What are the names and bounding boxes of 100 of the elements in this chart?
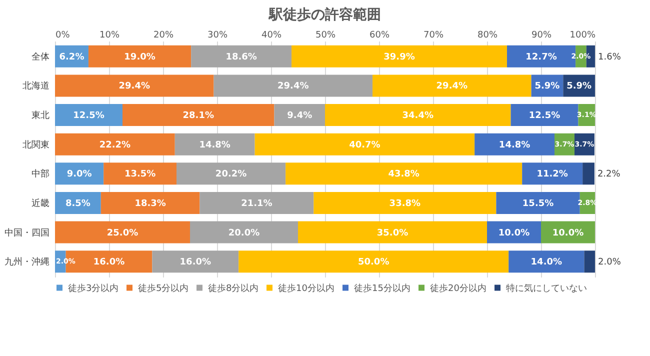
bar — [191, 45, 292, 68]
bar — [254, 133, 475, 156]
bar — [508, 250, 584, 273]
y-tick-label: 近畿 — [32, 198, 50, 209]
data-label: 16.0% — [180, 258, 212, 268]
bar — [88, 45, 192, 68]
legend-label: 徒歩20分以内 — [430, 282, 486, 294]
data-label: 12.7% — [526, 52, 557, 62]
data-label: 10.0% — [552, 228, 584, 238]
data-label: 20.2% — [215, 170, 247, 180]
bar — [55, 133, 175, 156]
data-label: 12.5% — [528, 111, 560, 122]
bar — [522, 162, 583, 185]
x-tick-label: 90% — [531, 30, 552, 40]
legend-label: 徒歩8分以内 — [208, 282, 259, 294]
y-tick-label: 全体 — [32, 51, 50, 62]
x-tick-label: 20% — [153, 30, 174, 40]
data-label: 10.0% — [498, 228, 530, 238]
data-label: 14.0% — [530, 258, 562, 268]
bar — [238, 250, 509, 273]
y-tick-label: 中国・四国 — [4, 227, 50, 238]
data-label: 18.3% — [134, 198, 166, 209]
data-label: 2.0% — [598, 258, 622, 268]
y-tick-label: 東北 — [32, 110, 50, 122]
bar — [174, 133, 255, 156]
bar — [474, 133, 554, 156]
legend-label: 徒歩10分以内 — [278, 282, 334, 294]
data-label: 14.8% — [498, 140, 530, 150]
data-label: 40.7% — [349, 140, 380, 150]
data-label: 1.6% — [598, 52, 622, 62]
bar — [274, 104, 325, 126]
bar — [292, 45, 507, 68]
bar — [152, 250, 239, 273]
data-label: 21.1% — [241, 198, 272, 209]
x-tick-label: 10% — [99, 30, 120, 40]
data-label: 50.0% — [358, 258, 390, 268]
bar — [100, 192, 200, 214]
data-label: 19.0% — [124, 52, 156, 62]
bar — [214, 74, 373, 97]
data-label: 8.5% — [65, 198, 90, 209]
bar — [314, 192, 496, 214]
bar — [122, 104, 274, 126]
bar — [190, 221, 298, 244]
bar — [55, 74, 214, 97]
legend-label: 徒歩15分以内 — [354, 282, 410, 294]
data-label: 29.4% — [278, 82, 309, 92]
data-label: 9.4% — [287, 111, 312, 122]
data-label: 39.9% — [384, 52, 415, 62]
bar — [584, 250, 595, 273]
bar — [510, 104, 578, 126]
data-label: 12.5% — [73, 111, 104, 122]
y-tick-label: 九州・沖縄 — [4, 256, 50, 268]
bar — [372, 74, 532, 97]
data-label: 25.0% — [106, 228, 138, 238]
data-label: 14.8% — [199, 140, 230, 150]
data-label: 35.0% — [376, 228, 408, 238]
bar — [55, 162, 104, 185]
bar — [176, 162, 286, 185]
legend-label: 徒歩3分以内 — [68, 282, 119, 294]
data-label: 43.8% — [388, 170, 420, 180]
data-label: 29.4% — [118, 82, 150, 92]
legend-label: 徒歩5分以内 — [138, 282, 189, 294]
bar — [104, 162, 176, 185]
legend-label: 特に気にしていない — [506, 282, 587, 294]
y-tick-label: 北関東 — [22, 139, 50, 150]
x-tick-label: 60% — [369, 30, 390, 40]
data-label: 34.4% — [402, 111, 434, 122]
data-label: 2.2% — [597, 170, 621, 180]
y-tick-label: 北海道 — [22, 80, 50, 92]
x-tick-label: 70% — [423, 30, 444, 40]
bar — [55, 221, 190, 244]
bar — [55, 192, 101, 214]
data-label: 22.2% — [99, 140, 131, 150]
x-tick-label: 40% — [261, 30, 282, 40]
data-label: 20.0% — [228, 228, 260, 238]
data-label: 15.5% — [522, 198, 554, 209]
data-label: 6.2% — [59, 52, 84, 62]
data-label: 28.1% — [182, 111, 214, 122]
data-label: 5.9% — [534, 82, 560, 92]
x-tick-label: 80% — [477, 30, 498, 40]
bar — [298, 221, 487, 244]
y-tick-label: 中部 — [32, 168, 50, 180]
bar — [496, 192, 580, 214]
data-label: 9.0% — [66, 170, 92, 180]
bar — [200, 192, 314, 214]
x-tick-label: 0% — [56, 30, 70, 40]
data-label: 18.6% — [226, 52, 257, 62]
data-label: 11.2% — [536, 170, 568, 180]
x-tick-label: 100% — [570, 30, 596, 40]
data-label: 13.5% — [124, 170, 156, 180]
data-label: 16.0% — [93, 258, 125, 268]
data-label: 5.9% — [566, 82, 592, 92]
bar — [286, 162, 522, 185]
chart-title: 駅徒歩の許容範囲 — [268, 6, 381, 23]
bar — [582, 162, 594, 185]
data-label: 33.8% — [389, 198, 421, 209]
data-label: 29.4% — [436, 82, 468, 92]
x-tick-label: 50% — [315, 30, 336, 40]
x-tick-label: 30% — [207, 30, 228, 40]
bar — [325, 104, 511, 126]
